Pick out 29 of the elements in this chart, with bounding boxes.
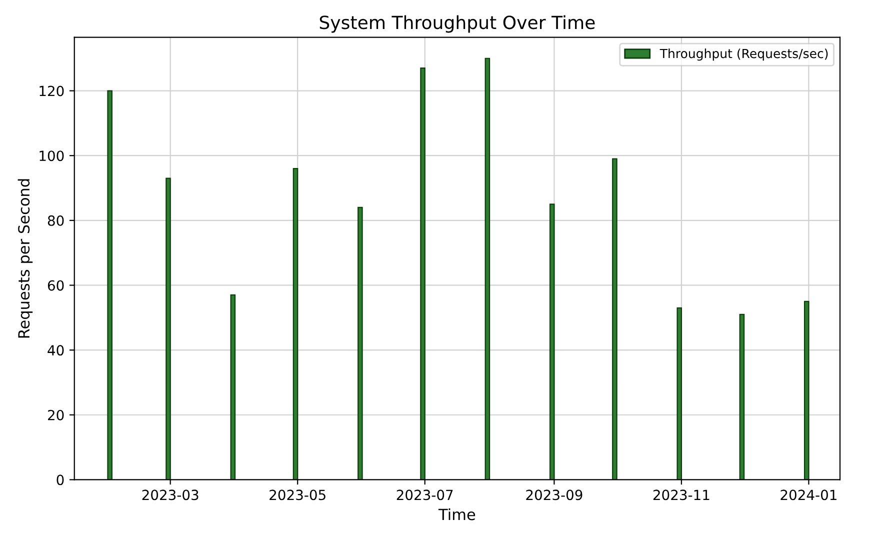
bar bbox=[612, 158, 618, 480]
bar bbox=[230, 294, 236, 480]
y-axis-title: Requests per Second bbox=[18, 179, 33, 338]
y-tick-label: 120 bbox=[40, 86, 64, 96]
bar bbox=[804, 300, 810, 480]
chart-title: System Throughput Over Time bbox=[320, 15, 595, 33]
y-tick-label: 60 bbox=[48, 280, 64, 291]
bar bbox=[292, 168, 298, 480]
x-tick-label: 2023-11 bbox=[653, 490, 710, 500]
x-tick-label: 2023-07 bbox=[396, 490, 453, 500]
y-tick-label: 40 bbox=[48, 345, 64, 356]
x-tick-label: 2024-01 bbox=[780, 490, 836, 500]
bar bbox=[420, 68, 426, 480]
bar bbox=[358, 206, 363, 480]
bar bbox=[166, 178, 171, 480]
y-tick-label: 0 bbox=[56, 474, 64, 486]
bar bbox=[676, 307, 682, 480]
legend-label: Throughput (Requests/sec) bbox=[660, 48, 828, 61]
x-axis-title: Time bbox=[438, 508, 476, 520]
bar bbox=[549, 204, 555, 480]
x-tick-label: 2023-03 bbox=[142, 490, 198, 500]
y-tick-label: 80 bbox=[48, 215, 64, 226]
bar bbox=[484, 58, 490, 480]
x-tick-label: 2023-09 bbox=[526, 490, 582, 500]
y-tick-label: 20 bbox=[48, 410, 64, 420]
y-tick-label: 100 bbox=[40, 150, 64, 162]
bar bbox=[107, 90, 112, 480]
bar bbox=[739, 314, 745, 480]
x-tick-label: 2023-05 bbox=[270, 490, 326, 500]
